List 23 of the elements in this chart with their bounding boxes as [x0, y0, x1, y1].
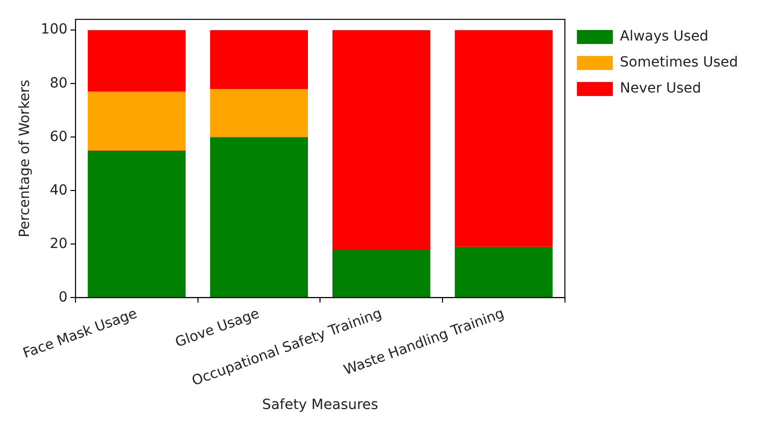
y-tick-label: 40: [50, 182, 68, 198]
bar: [210, 30, 308, 89]
x-tick-label: Face Mask Usage: [20, 306, 140, 362]
bar: [210, 88, 308, 138]
x-axis-title: Safety Measures: [262, 397, 378, 414]
y-tick-label: 0: [58, 289, 68, 306]
legend-label: Always Used: [620, 28, 708, 45]
y-tick-label: 100: [40, 22, 68, 38]
bar: [332, 30, 430, 250]
y-tick-label: 20: [50, 236, 68, 252]
y-axis-title: Percentage of Workers: [17, 80, 34, 238]
bar: [332, 250, 430, 298]
y-tick-label: 60: [50, 128, 68, 145]
bar: [454, 30, 553, 247]
bar: [88, 92, 186, 151]
y-tick-label: 80: [50, 75, 68, 92]
bar: [454, 246, 553, 298]
x-tick-label: Glove Usage: [173, 306, 262, 351]
legend-label: Sometimes Used: [620, 54, 738, 71]
bar: [210, 137, 308, 298]
bar: [88, 150, 186, 298]
legend-label: Never Used: [620, 80, 702, 97]
bar: [88, 30, 186, 92]
